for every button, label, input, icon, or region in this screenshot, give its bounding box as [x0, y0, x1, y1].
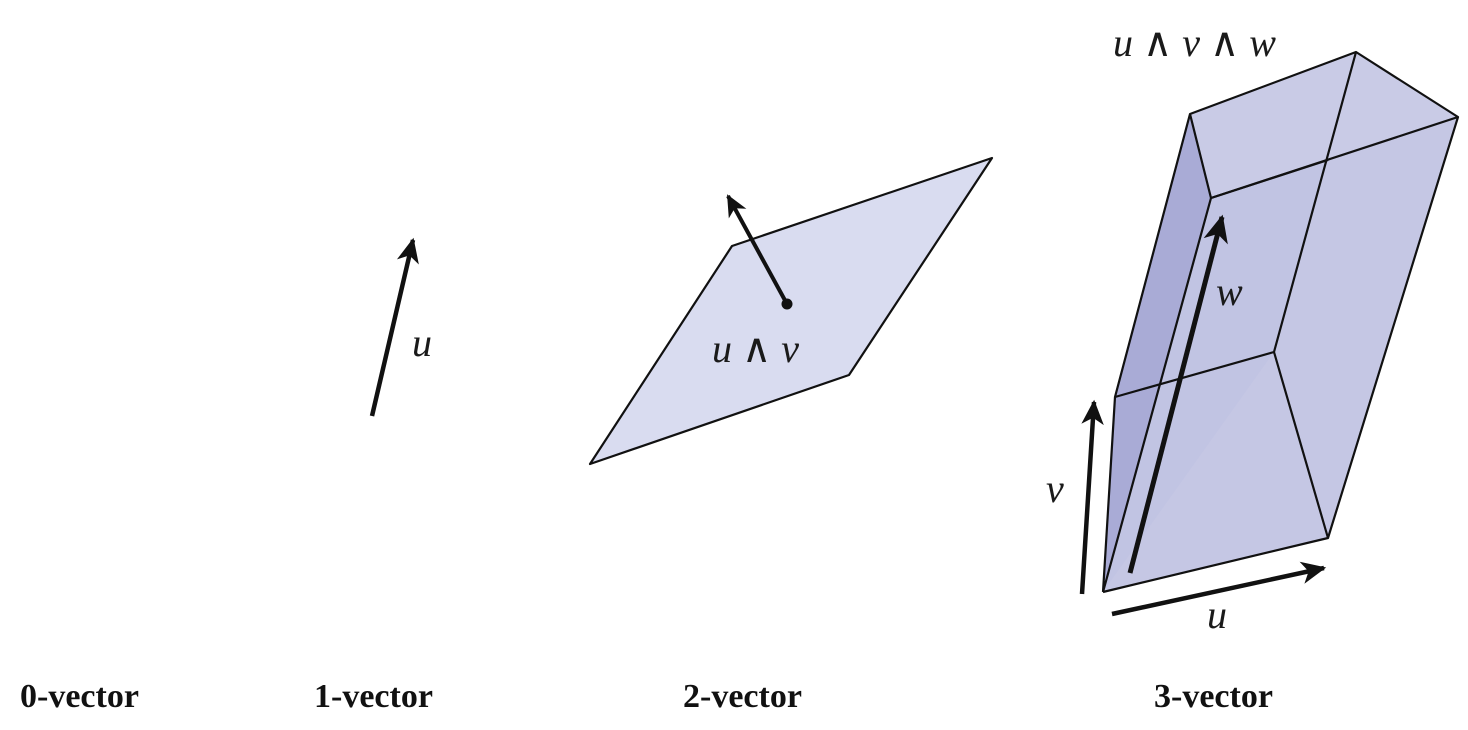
vector-w-arrow — [1127, 214, 1228, 574]
caption-0-vector: 0-vector — [20, 678, 139, 715]
caption-2-vector: 2-vector — [683, 678, 802, 715]
label-u: u — [412, 320, 432, 365]
caption-1-vector: 1-vector — [314, 678, 433, 715]
vector-u-arrow-3 — [1111, 561, 1327, 617]
panel-3-vector: w v u u ∧ v ∧ w 3-vector — [1046, 20, 1460, 715]
prism-left-face — [1103, 114, 1211, 592]
prism-outer-edges — [1101, 50, 1460, 594]
label-u-3: u — [1207, 592, 1227, 637]
caption-3-vector: 3-vector — [1154, 678, 1273, 715]
prism-front-face — [1103, 117, 1458, 592]
label-u-wedge-v: u ∧ v — [712, 326, 799, 371]
panel-2-vector: u ∧ v 2-vector — [588, 156, 994, 715]
prism-top-face — [1190, 52, 1458, 198]
label-w: w — [1216, 269, 1243, 314]
panel-0-vector: 0-vector — [20, 678, 139, 715]
vector-v-arrow — [1079, 399, 1104, 595]
label-v: v — [1046, 466, 1064, 511]
label-u-wedge-v-wedge-w: u ∧ v ∧ w — [1113, 20, 1276, 65]
normal-arrow — [726, 194, 789, 305]
bivector-parallelogram — [588, 156, 994, 466]
vector-u-arrow — [369, 237, 419, 417]
normal-origin-dot — [781, 298, 793, 310]
panel-1-vector: u 1-vector — [314, 237, 433, 715]
